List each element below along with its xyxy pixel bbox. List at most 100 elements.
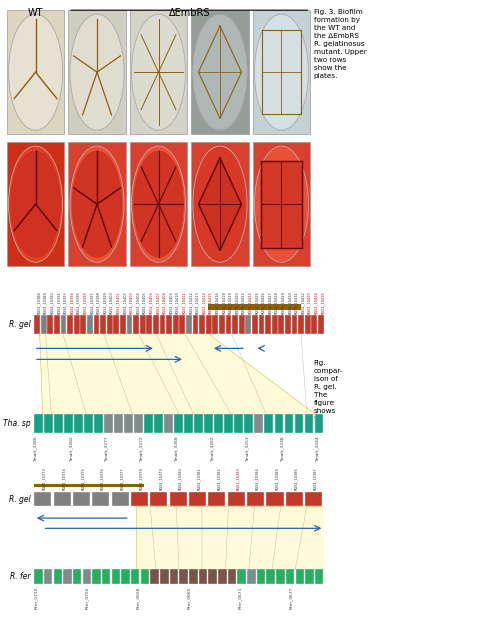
- Text: RGS1_10413: RGS1_10413: [195, 291, 199, 314]
- Bar: [253, 10, 310, 134]
- Text: RGS1_10431: RGS1_10431: [294, 291, 298, 314]
- Bar: [54, 414, 63, 433]
- Bar: [74, 315, 79, 333]
- Text: RGS1_10408: RGS1_10408: [162, 291, 166, 314]
- Bar: [160, 315, 166, 333]
- Bar: [274, 414, 283, 433]
- Bar: [112, 492, 129, 507]
- Text: Tmalt_3248: Tmalt_3248: [280, 437, 285, 462]
- Bar: [206, 315, 212, 333]
- Bar: [170, 569, 178, 584]
- Text: Rfer_0677: Rfer_0677: [289, 587, 293, 609]
- Bar: [291, 315, 297, 333]
- Polygon shape: [136, 507, 324, 569]
- Bar: [298, 315, 304, 333]
- Bar: [204, 414, 213, 433]
- Text: RGS1_10432: RGS1_10432: [301, 291, 305, 314]
- Bar: [252, 315, 258, 333]
- Text: Rfer_0665: Rfer_0665: [187, 587, 191, 609]
- Text: RGS1_10397: RGS1_10397: [90, 291, 93, 314]
- Bar: [255, 414, 263, 433]
- Text: RGS1_10405: RGS1_10405: [142, 291, 146, 314]
- Text: RGS1_10381: RGS1_10381: [197, 468, 201, 491]
- Bar: [120, 315, 126, 333]
- Circle shape: [194, 16, 246, 129]
- Text: RGS1_10435: RGS1_10435: [320, 291, 325, 314]
- Bar: [64, 414, 73, 433]
- Bar: [170, 492, 187, 507]
- Circle shape: [9, 16, 62, 129]
- Text: Rfer_0710: Rfer_0710: [34, 587, 38, 609]
- Bar: [144, 414, 153, 433]
- Circle shape: [255, 147, 308, 261]
- Bar: [219, 315, 225, 333]
- Text: RGS1_10384: RGS1_10384: [256, 468, 259, 491]
- Bar: [184, 414, 193, 433]
- Bar: [228, 569, 236, 584]
- Bar: [166, 315, 172, 333]
- Bar: [44, 414, 53, 433]
- Bar: [315, 569, 323, 584]
- Bar: [68, 10, 126, 134]
- Text: RGS1_10412: RGS1_10412: [189, 291, 193, 314]
- Circle shape: [71, 147, 123, 261]
- Bar: [107, 315, 113, 333]
- Bar: [232, 315, 238, 333]
- Circle shape: [132, 147, 185, 261]
- Bar: [124, 414, 133, 433]
- Bar: [93, 315, 99, 333]
- Text: RGS1_10374: RGS1_10374: [62, 468, 66, 491]
- Text: RGS1_10426: RGS1_10426: [261, 291, 265, 314]
- Text: RGS1_10391: RGS1_10391: [57, 291, 60, 314]
- Text: RGS1_10377: RGS1_10377: [120, 468, 124, 491]
- Text: RGS1_10410: RGS1_10410: [175, 291, 180, 314]
- Bar: [186, 315, 192, 333]
- Bar: [114, 414, 123, 433]
- Bar: [160, 569, 168, 584]
- Bar: [44, 569, 52, 584]
- Text: Rfer_0702: Rfer_0702: [85, 587, 89, 609]
- Bar: [80, 315, 86, 333]
- Text: Tmalt_3253: Tmalt_3253: [245, 437, 249, 462]
- Text: RGS1_10390: RGS1_10390: [50, 291, 54, 314]
- Polygon shape: [159, 204, 183, 242]
- Bar: [73, 569, 81, 584]
- Bar: [286, 492, 303, 507]
- Text: RGS1_10394: RGS1_10394: [70, 291, 74, 314]
- Text: RGS1_10430: RGS1_10430: [287, 291, 291, 314]
- Polygon shape: [141, 152, 159, 204]
- Bar: [209, 492, 226, 507]
- Bar: [84, 414, 93, 433]
- Bar: [100, 315, 106, 333]
- Text: RGS1_10396: RGS1_10396: [83, 291, 87, 314]
- Text: RGS1_10383: RGS1_10383: [236, 468, 240, 491]
- Bar: [130, 142, 187, 266]
- Polygon shape: [198, 158, 242, 250]
- Bar: [225, 414, 233, 433]
- Polygon shape: [15, 204, 57, 257]
- Bar: [92, 492, 109, 507]
- Text: RGS1_10404: RGS1_10404: [136, 291, 140, 314]
- Circle shape: [9, 147, 62, 261]
- Text: Rfer_0658: Rfer_0658: [136, 587, 140, 609]
- Bar: [68, 142, 126, 266]
- Bar: [304, 414, 313, 433]
- Text: RGS1_10428: RGS1_10428: [274, 291, 278, 314]
- Bar: [34, 569, 43, 584]
- Text: WT: WT: [28, 7, 44, 17]
- Bar: [189, 492, 206, 507]
- Polygon shape: [159, 167, 183, 204]
- Text: R. gel: R. gel: [9, 495, 31, 504]
- Bar: [209, 569, 217, 584]
- Bar: [165, 414, 173, 433]
- Polygon shape: [134, 167, 159, 204]
- Bar: [267, 569, 275, 584]
- Text: Tmalt_3277: Tmalt_3277: [105, 437, 108, 462]
- Text: RGS1_10418: RGS1_10418: [222, 291, 226, 314]
- Bar: [151, 492, 167, 507]
- Text: RGS1_10375: RGS1_10375: [81, 468, 85, 491]
- Text: RGS1_10422: RGS1_10422: [242, 291, 245, 314]
- Bar: [54, 569, 62, 584]
- Text: RGS1_10424: RGS1_10424: [248, 291, 252, 314]
- Text: Rfer_0671: Rfer_0671: [238, 587, 242, 609]
